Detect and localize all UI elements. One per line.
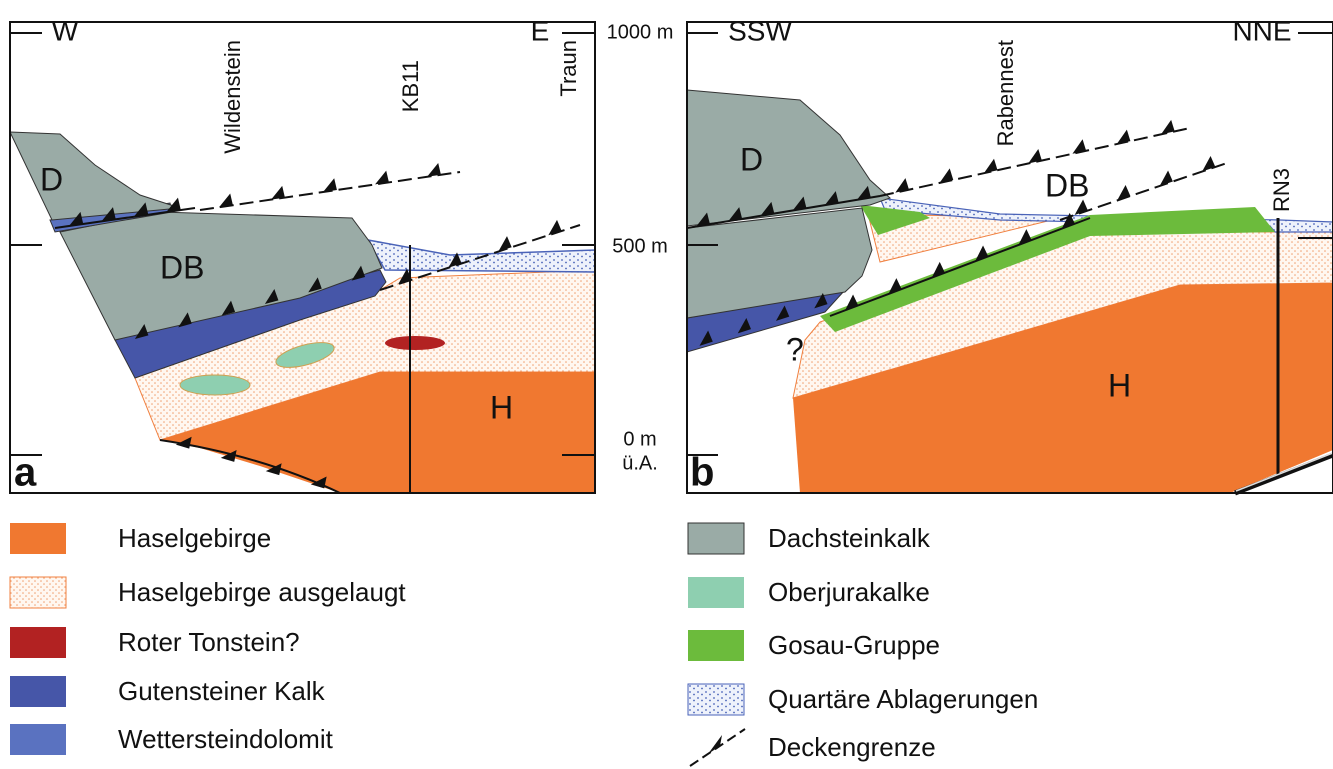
- panel-label: a: [14, 451, 37, 495]
- unit-label: DB: [1045, 167, 1089, 203]
- legend-swatch: [10, 676, 66, 707]
- legend-label: Roter Tonstein?: [118, 627, 300, 657]
- legend-label: Gosau-Gruppe: [768, 630, 940, 660]
- elevation-label: 1000 m: [607, 21, 674, 43]
- direction: SSW: [728, 15, 792, 46]
- legend-swatch: [10, 577, 66, 608]
- legend-label: Haselgebirge: [118, 523, 271, 553]
- legend-label: Quartäre Ablagerungen: [768, 684, 1038, 714]
- legend-label: Wettersteindolomit: [118, 724, 334, 754]
- elevation-label: 0 m: [623, 428, 656, 450]
- oberjurakalke: [180, 375, 250, 395]
- legend-label: Deckengrenze: [768, 732, 936, 762]
- elevation-label: ü.A.: [622, 452, 658, 474]
- panel-label: b: [690, 451, 714, 495]
- location-label: Wildenstein: [220, 40, 245, 154]
- location-label: Traun: [556, 40, 581, 97]
- unit-label: D: [740, 141, 763, 177]
- legend-thrust-tooth: [708, 735, 722, 754]
- direction: NNE: [1232, 15, 1291, 46]
- roter-tonstein: [385, 336, 445, 350]
- panel-b: SSW NNE Rabennest RN3 D DB H ? b: [687, 15, 1333, 494]
- legend-swatch: [688, 577, 744, 608]
- unit-label: H: [490, 389, 513, 425]
- legend-swatch: [10, 523, 66, 554]
- legend-swatch: [10, 627, 66, 658]
- elevation-label: 500 m: [612, 235, 668, 257]
- unit-label: H: [1108, 367, 1131, 403]
- legend-label: Oberjurakalke: [768, 577, 930, 607]
- legend-swatch: [688, 630, 744, 661]
- direction: E: [531, 15, 550, 46]
- location-label: KB11: [398, 60, 423, 112]
- legend-label: Dachsteinkalk: [768, 523, 931, 553]
- legend-swatch: [688, 684, 744, 715]
- panel-a: W E Wildenstein KB11 Traun D DB H a: [10, 15, 595, 494]
- unit-label: DB: [160, 249, 204, 285]
- location-label: RN3: [1269, 168, 1294, 212]
- question-mark: ?: [786, 331, 804, 367]
- unit-label: D: [40, 161, 63, 197]
- legend-swatch: [688, 523, 744, 554]
- legend-swatch: [10, 724, 66, 755]
- legend: Haselgebirge Haselgebirge ausgelaugt Rot…: [10, 523, 1038, 766]
- figure: W E Wildenstein KB11 Traun D DB H a 1000…: [0, 0, 1333, 769]
- direction: W: [52, 15, 79, 46]
- location-label: Rabennest: [993, 40, 1018, 146]
- legend-label: Haselgebirge ausgelaugt: [118, 577, 406, 607]
- legend-label: Gutensteiner Kalk: [118, 676, 326, 706]
